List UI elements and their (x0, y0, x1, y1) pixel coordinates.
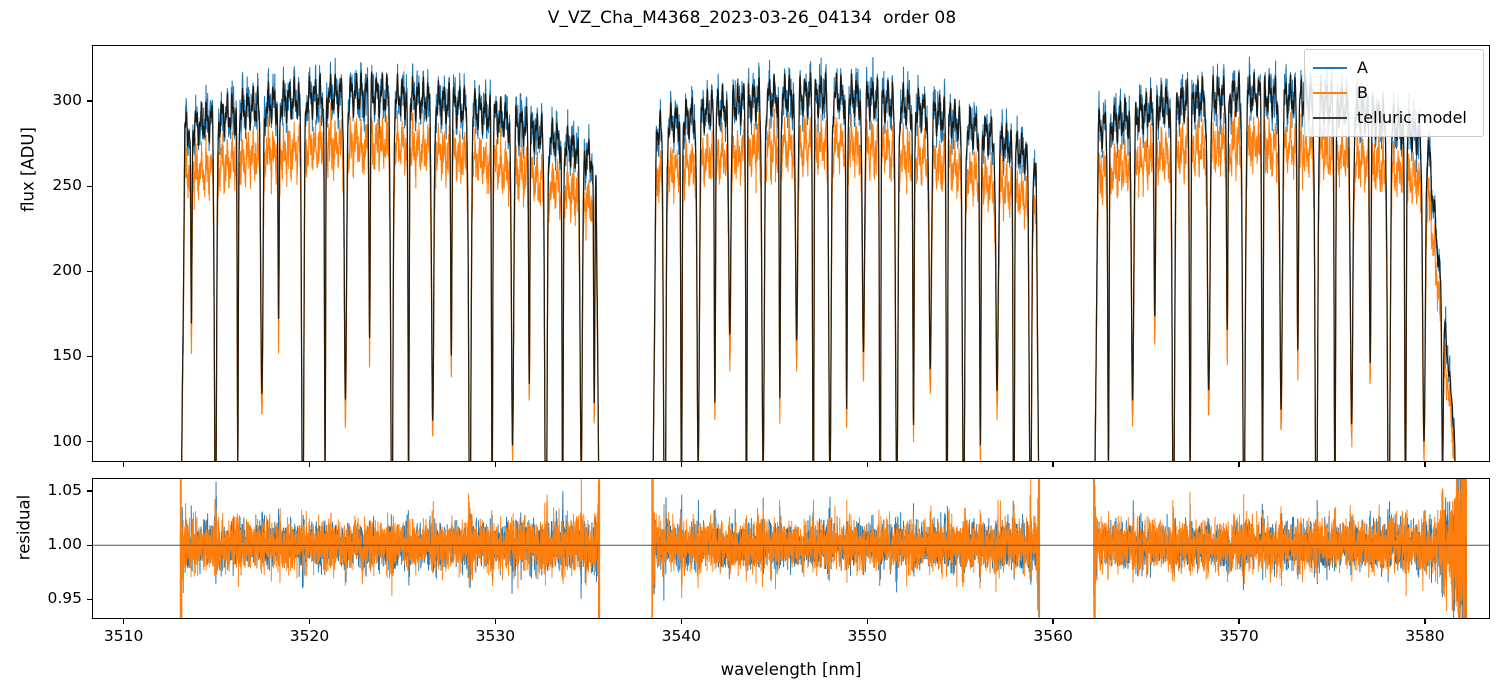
y-tick-label: 300 (52, 91, 82, 110)
residual-panel (92, 478, 1490, 619)
x-tick-label: 3540 (661, 627, 702, 645)
x-tickmark-main (1424, 462, 1426, 467)
x-axis-label: wavelength [nm] (720, 660, 862, 679)
y-tickmark (87, 185, 92, 187)
legend-label-telluric: telluric model (1357, 108, 1467, 127)
residual-traces (179, 479, 1467, 618)
x-tickmark-main (308, 462, 311, 467)
x-tickmark (1052, 619, 1054, 624)
page-title: V_VZ_Cha_M4368_2023-03-26_04134 order 08 (547, 8, 957, 28)
y-tick-label: 150 (52, 346, 82, 365)
x-tickmark-main (1238, 462, 1240, 467)
x-tickmark (308, 619, 311, 624)
x-tick-label: 3530 (475, 627, 516, 645)
residual-y-tickmark (87, 490, 92, 492)
x-tickmark-main (866, 462, 868, 467)
x-tickmark (680, 619, 682, 624)
residual-y-tick-label: 1.05 (47, 481, 82, 499)
x-tickmark-main (1052, 462, 1054, 467)
legend-swatch-a (1313, 66, 1347, 69)
x-tickmark-main (680, 462, 682, 467)
legend-item-a: A (1313, 55, 1475, 80)
x-tickmark-main (122, 462, 125, 467)
x-tickmark (1238, 619, 1240, 624)
x-tick-label: 3580 (1405, 627, 1445, 645)
residual-y-tick-label: 1.00 (47, 535, 82, 554)
y-tickmark (87, 270, 92, 273)
legend: A B telluric model (1304, 49, 1484, 137)
flux-panel (92, 45, 1490, 462)
y-tick-label: 100 (52, 431, 82, 450)
x-tickmark (866, 619, 868, 624)
legend-swatch-telluric (1313, 116, 1347, 119)
x-tick-label: 3520 (289, 627, 330, 645)
x-tick-label: 3510 (103, 627, 144, 645)
flux-traces (181, 56, 1456, 461)
x-tickmark (494, 619, 497, 624)
legend-label-a: A (1357, 58, 1368, 77)
x-tickmark (122, 619, 125, 624)
x-tickmark-main (494, 462, 497, 467)
y-tick-label: 250 (52, 176, 82, 195)
y-tickmark (87, 440, 92, 443)
residual-y-tick-label: 0.95 (47, 589, 82, 608)
x-tick-label: 3550 (847, 627, 887, 645)
legend-item-telluric: telluric model (1313, 105, 1475, 130)
legend-item-b: B (1313, 80, 1475, 105)
x-tick-label: 3560 (1033, 627, 1073, 645)
residual-y-tickmark (87, 544, 92, 546)
residual-plot-area (93, 479, 1489, 618)
y-tickmark (87, 355, 92, 358)
legend-swatch-b (1313, 91, 1347, 94)
y-tickmark (87, 100, 92, 102)
legend-label-b: B (1357, 83, 1368, 102)
residual-y-tickmark (87, 598, 92, 601)
y-tick-label: 200 (52, 261, 82, 280)
x-tickmark (1424, 619, 1426, 624)
x-tick-label: 3570 (1219, 627, 1259, 645)
flux-plot-area (181, 56, 1456, 461)
